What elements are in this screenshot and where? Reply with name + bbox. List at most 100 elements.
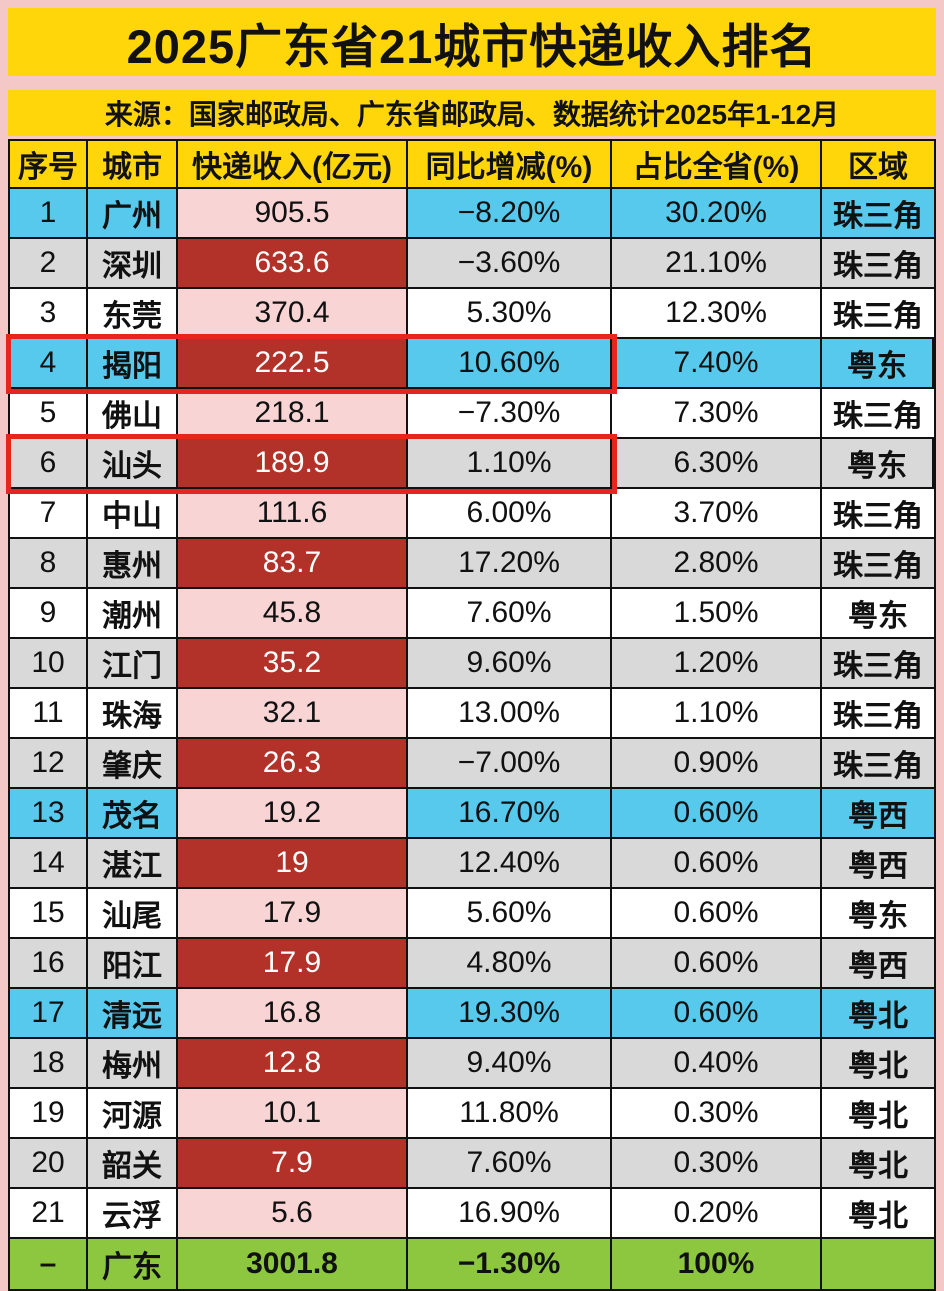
rank-cell: 13 [10,789,88,839]
change-cell: 9.60% [408,639,612,689]
table-row: 2 深圳 633.6 −3.60% 21.10% 珠三角 [10,239,934,289]
table-row: 21 云浮 5.6 16.90% 0.20% 粤北 [10,1189,934,1239]
city-cell: 广州 [88,189,178,239]
city-cell: 揭阳 [88,339,178,389]
rank-cell: 3 [10,289,88,339]
share-cell: 21.10% [612,239,822,289]
region-cell: 粤北 [822,1189,934,1239]
table-row: 10 江门 35.2 9.60% 1.20% 珠三角 [10,639,934,689]
city-cell: 江门 [88,639,178,689]
change-cell: 7.60% [408,1139,612,1189]
share-cell: 100% [612,1239,822,1289]
city-cell: 清远 [88,989,178,1039]
city-cell: 河源 [88,1089,178,1139]
header-region: 区域 [822,141,934,189]
table-body: 1 广州 905.5 −8.20% 30.20% 珠三角 2 深圳 633.6 −3.60% 21.… [6,189,934,1289]
revenue-cell: 32.1 [178,689,408,739]
share-cell: 7.30% [612,389,822,439]
region-cell: 珠三角 [822,489,934,539]
rank-cell: 20 [10,1139,88,1189]
region-cell: 珠三角 [822,689,934,739]
rank-cell: – [10,1239,88,1289]
share-cell: 0.90% [612,739,822,789]
rank-cell: 17 [10,989,88,1039]
city-cell: 广东 [88,1239,178,1289]
region-cell: 粤北 [822,1089,934,1139]
revenue-cell: 633.6 [178,239,408,289]
revenue-cell: 17.9 [178,939,408,989]
city-cell: 云浮 [88,1189,178,1239]
header-rank: 序号 [10,141,88,189]
table-row: 20 韶关 7.9 7.60% 0.30% 粤北 [10,1139,934,1189]
rank-cell: 6 [10,439,88,489]
city-cell: 湛江 [88,839,178,889]
change-cell: 9.40% [408,1039,612,1089]
city-cell: 佛山 [88,389,178,439]
share-cell: 3.70% [612,489,822,539]
table-row: 8 惠州 83.7 17.20% 2.80% 珠三角 [10,539,934,589]
share-cell: 7.40% [612,339,822,389]
rank-cell: 12 [10,739,88,789]
city-cell: 深圳 [88,239,178,289]
revenue-cell: 189.9 [178,439,408,489]
header-change: 同比增减(%) [408,141,612,189]
region-cell: 粤东 [822,439,934,489]
table-row: 16 阳江 17.9 4.80% 0.60% 粤西 [10,939,934,989]
table-row: 6 汕头 189.9 1.10% 6.30% 粤东 [6,434,934,494]
revenue-cell: 45.8 [178,589,408,639]
share-cell: 1.50% [612,589,822,639]
share-cell: 0.60% [612,889,822,939]
revenue-cell: 35.2 [178,639,408,689]
revenue-cell: 7.9 [178,1139,408,1189]
page-title: 2025广东省21城市快递收入排名 [8,8,936,76]
region-cell: 粤西 [822,939,934,989]
region-cell: 粤北 [822,989,934,1039]
city-cell: 东莞 [88,289,178,339]
region-cell: 粤东 [822,339,934,389]
region-cell: 粤东 [822,589,934,639]
table-row: 5 佛山 218.1 −7.30% 7.30% 珠三角 [10,389,934,439]
rank-cell: 21 [10,1189,88,1239]
revenue-cell: 83.7 [178,539,408,589]
city-cell: 汕头 [88,439,178,489]
change-cell: 16.70% [408,789,612,839]
table-row: 14 湛江 19 12.40% 0.60% 粤西 [10,839,934,889]
change-cell: −1.30% [408,1239,612,1289]
rank-cell: 8 [10,539,88,589]
total-row: – 广东 3001.8 −1.30% 100% [10,1239,934,1289]
rank-cell: 1 [10,189,88,239]
table-row: 19 河源 10.1 11.80% 0.30% 粤北 [10,1089,934,1139]
rank-cell: 9 [10,589,88,639]
share-cell: 0.40% [612,1039,822,1089]
revenue-cell: 12.8 [178,1039,408,1089]
region-cell: 粤西 [822,789,934,839]
table-row: 12 肇庆 26.3 −7.00% 0.90% 珠三角 [10,739,934,789]
change-cell: 1.10% [408,439,612,489]
change-cell: 19.30% [408,989,612,1039]
region-cell: 珠三角 [822,189,934,239]
share-cell: 1.10% [612,689,822,739]
revenue-cell: 17.9 [178,889,408,939]
revenue-cell: 10.1 [178,1089,408,1139]
region-cell: 粤西 [822,839,934,889]
share-cell: 6.30% [612,439,822,489]
revenue-cell: 218.1 [178,389,408,439]
table-row: 7 中山 111.6 6.00% 3.70% 珠三角 [10,489,934,539]
header-revenue: 快递收入(亿元) [178,141,408,189]
share-cell: 1.20% [612,639,822,689]
change-cell: −3.60% [408,239,612,289]
rank-cell: 15 [10,889,88,939]
table-row: 15 汕尾 17.9 5.60% 0.60% 粤东 [10,889,934,939]
rank-cell: 18 [10,1039,88,1089]
revenue-cell: 5.6 [178,1189,408,1239]
revenue-cell: 16.8 [178,989,408,1039]
table-row: 11 珠海 32.1 13.00% 1.10% 珠三角 [10,689,934,739]
city-cell: 汕尾 [88,889,178,939]
revenue-cell: 19 [178,839,408,889]
change-cell: −7.30% [408,389,612,439]
table-row: 3 东莞 370.4 5.30% 12.30% 珠三角 [10,289,934,339]
ranking-table: 序号 城市 快递收入(亿元) 同比增减(%) 占比全省(%) 区域 1 广州 905.5 −8.… [6,139,936,1291]
region-cell: 珠三角 [822,239,934,289]
region-cell: 粤北 [822,1139,934,1189]
share-cell: 0.20% [612,1189,822,1239]
